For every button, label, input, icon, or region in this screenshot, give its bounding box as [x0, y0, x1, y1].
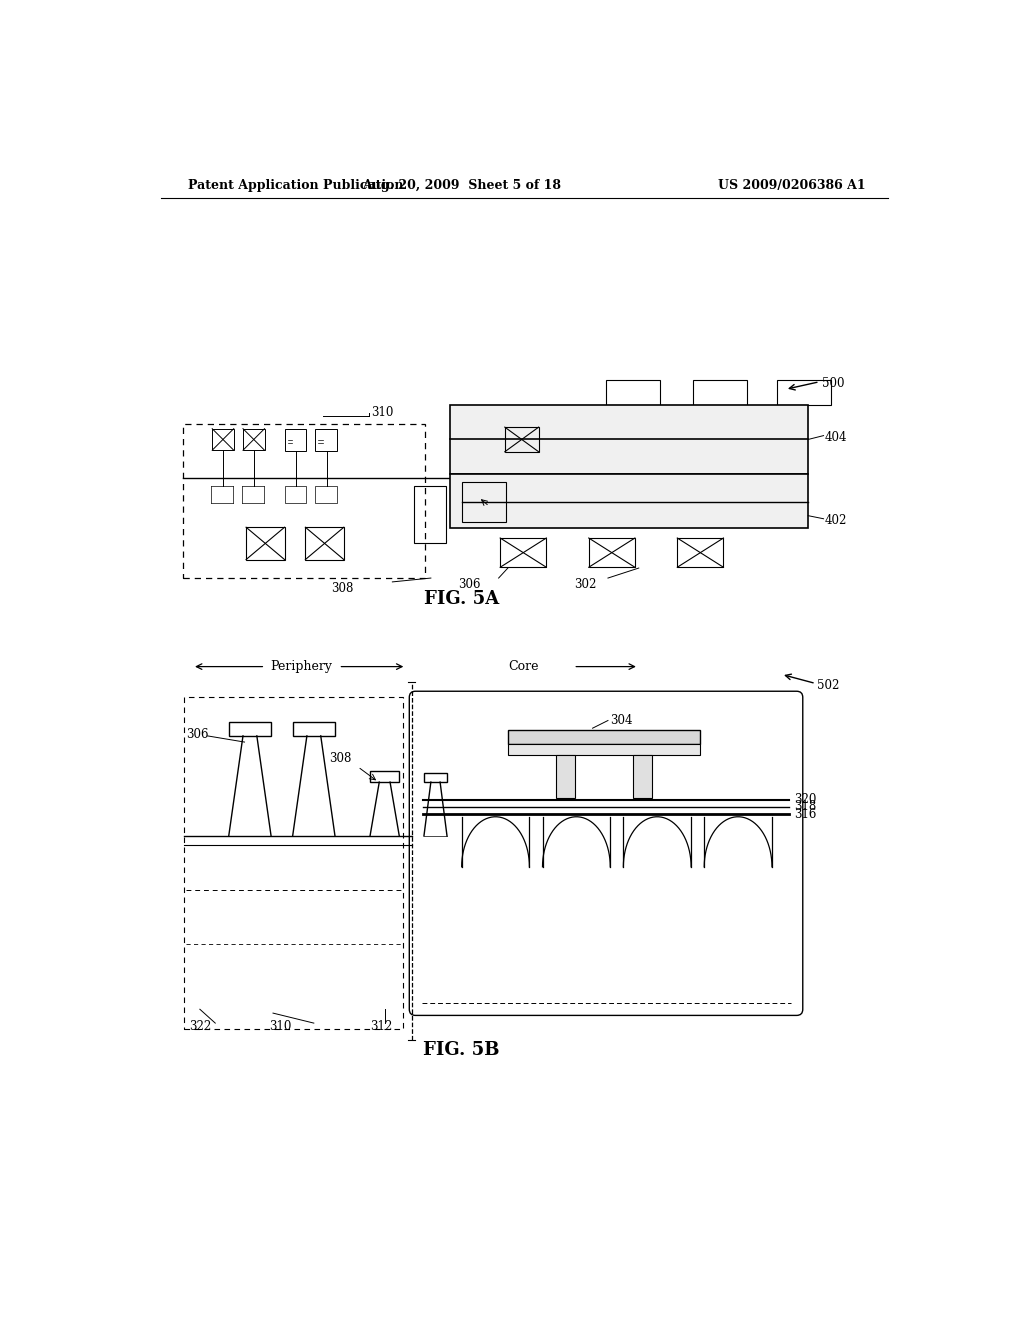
- Text: FIG. 5B: FIG. 5B: [423, 1041, 500, 1059]
- Bar: [246, 527, 285, 560]
- Bar: [777, 380, 831, 405]
- Text: 310: 310: [269, 1020, 292, 1034]
- Bar: [692, 380, 746, 405]
- Bar: [589, 539, 635, 568]
- Bar: [451, 474, 808, 528]
- Bar: [462, 482, 506, 521]
- Text: Patent Application Publication: Patent Application Publication: [188, 178, 403, 191]
- Text: 312: 312: [370, 1020, 392, 1034]
- Text: 322: 322: [188, 1020, 211, 1034]
- Text: 404: 404: [825, 430, 848, 444]
- Text: 306: 306: [458, 578, 480, 591]
- Text: Aug. 20, 2009  Sheet 5 of 18: Aug. 20, 2009 Sheet 5 of 18: [362, 178, 561, 191]
- Bar: [315, 487, 337, 503]
- Bar: [414, 486, 446, 544]
- Text: 308: 308: [331, 582, 353, 594]
- Bar: [500, 539, 547, 568]
- Bar: [285, 429, 306, 451]
- Bar: [606, 380, 660, 405]
- Bar: [228, 722, 271, 737]
- Text: 320: 320: [795, 793, 817, 807]
- Bar: [677, 539, 724, 568]
- Text: 302: 302: [573, 578, 596, 591]
- Bar: [505, 428, 539, 451]
- Bar: [424, 774, 447, 781]
- Text: Core: Core: [508, 660, 539, 673]
- Text: 310: 310: [371, 407, 393, 418]
- Bar: [315, 429, 337, 451]
- Bar: [243, 429, 264, 450]
- FancyBboxPatch shape: [410, 692, 803, 1015]
- Bar: [508, 730, 700, 743]
- Text: 318: 318: [795, 800, 816, 813]
- Text: 308: 308: [330, 752, 351, 766]
- Bar: [305, 527, 344, 560]
- Bar: [508, 743, 700, 755]
- Text: 500: 500: [822, 376, 845, 389]
- Text: 402: 402: [825, 513, 848, 527]
- Text: FIG. 5A: FIG. 5A: [424, 590, 500, 607]
- Bar: [183, 424, 425, 578]
- Text: US 2009/0206386 A1: US 2009/0206386 A1: [718, 178, 866, 191]
- Bar: [293, 722, 335, 737]
- Text: 306: 306: [186, 727, 209, 741]
- Bar: [184, 697, 403, 1028]
- Bar: [370, 771, 399, 781]
- Bar: [634, 755, 652, 797]
- Text: 502: 502: [817, 680, 840, 693]
- Bar: [451, 405, 808, 474]
- Bar: [212, 429, 233, 450]
- Text: 304: 304: [610, 714, 633, 727]
- Text: 316: 316: [795, 808, 817, 821]
- Text: Periphery: Periphery: [270, 660, 333, 673]
- Bar: [285, 487, 306, 503]
- Bar: [556, 755, 574, 797]
